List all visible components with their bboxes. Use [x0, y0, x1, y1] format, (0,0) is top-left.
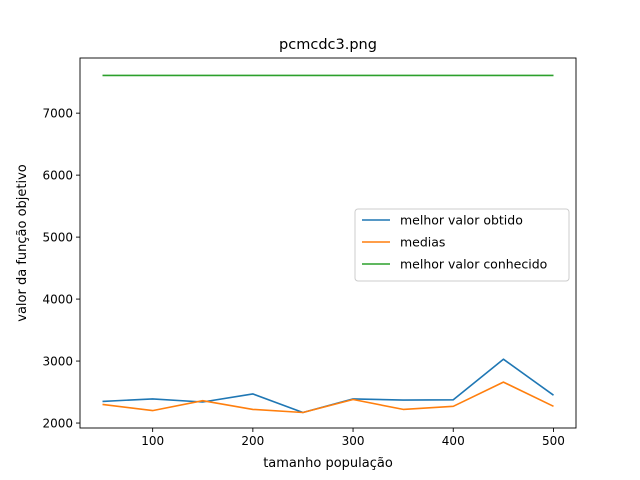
y-axis-label: valor da função objetivo	[15, 164, 30, 322]
x-tick-label: 500	[542, 434, 565, 448]
y-tick-label: 7000	[42, 107, 73, 121]
x-tick-label: 100	[141, 434, 164, 448]
series-line-1	[102, 358, 554, 414]
x-tick-label: 200	[241, 434, 264, 448]
legend-box	[354, 208, 570, 282]
y-tick-label: 2000	[42, 417, 73, 431]
x-axis: 100 200 300 400 500	[141, 428, 565, 448]
plot-frame	[79, 57, 577, 429]
y-tick-label: 6000	[42, 169, 73, 183]
plot-area	[102, 74, 554, 414]
x-axis-label: tamanho população	[263, 456, 393, 471]
y-tick-label: 3000	[42, 355, 73, 369]
x-tick-label: 400	[442, 434, 465, 448]
legend: melhor valor obtido medias melhor valor co…	[354, 208, 570, 282]
legend-label: medias	[400, 235, 445, 250]
chart-title: pcmcdc3.png	[279, 37, 377, 53]
series-line-2	[102, 381, 554, 414]
legend-label: melhor valor conhecido	[400, 257, 547, 272]
y-axis: 2000 3000 4000 5000 6000 7000	[42, 107, 80, 431]
legend-label: melhor valor obtido	[400, 213, 523, 228]
y-tick-label: 5000	[42, 231, 73, 245]
y-tick-label: 4000	[42, 293, 73, 307]
x-tick-label: 300	[342, 434, 365, 448]
